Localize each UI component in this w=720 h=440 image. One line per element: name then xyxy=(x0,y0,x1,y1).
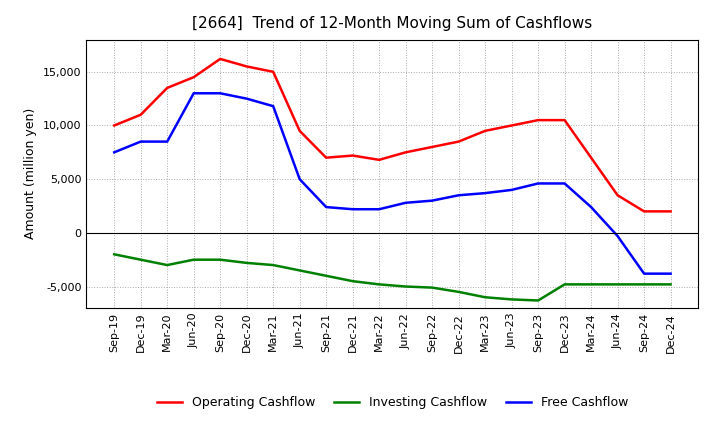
Free Cashflow xyxy=(269,103,277,109)
Free Cashflow xyxy=(508,187,516,193)
Line: Operating Cashflow: Operating Cashflow xyxy=(114,59,670,211)
Operating Cashflow xyxy=(269,69,277,74)
Free Cashflow xyxy=(295,176,304,182)
Operating Cashflow xyxy=(136,112,145,117)
Operating Cashflow xyxy=(560,117,569,123)
Operating Cashflow xyxy=(375,157,384,162)
Free Cashflow xyxy=(348,207,357,212)
Operating Cashflow xyxy=(428,144,436,150)
Operating Cashflow xyxy=(243,64,251,69)
Legend: Operating Cashflow, Investing Cashflow, Free Cashflow: Operating Cashflow, Investing Cashflow, … xyxy=(152,392,633,414)
Free Cashflow xyxy=(163,139,171,144)
Free Cashflow xyxy=(136,139,145,144)
Free Cashflow xyxy=(454,193,463,198)
Investing Cashflow xyxy=(508,297,516,302)
Investing Cashflow xyxy=(189,257,198,262)
Free Cashflow xyxy=(428,198,436,203)
Operating Cashflow xyxy=(534,117,542,123)
Investing Cashflow xyxy=(163,262,171,268)
Operating Cashflow xyxy=(481,128,490,133)
Operating Cashflow xyxy=(587,155,595,160)
Operating Cashflow xyxy=(189,74,198,80)
Operating Cashflow xyxy=(666,209,675,214)
Free Cashflow xyxy=(560,181,569,186)
Line: Investing Cashflow: Investing Cashflow xyxy=(114,254,670,301)
Free Cashflow xyxy=(243,96,251,101)
Operating Cashflow xyxy=(454,139,463,144)
Free Cashflow xyxy=(216,91,225,96)
Investing Cashflow xyxy=(640,282,649,287)
Free Cashflow xyxy=(587,205,595,210)
Investing Cashflow xyxy=(295,268,304,273)
Investing Cashflow xyxy=(110,252,119,257)
Y-axis label: Amount (million yen): Amount (million yen) xyxy=(24,108,37,239)
Investing Cashflow xyxy=(560,282,569,287)
Investing Cashflow xyxy=(401,284,410,289)
Investing Cashflow xyxy=(375,282,384,287)
Free Cashflow xyxy=(322,205,330,210)
Free Cashflow xyxy=(481,191,490,196)
Investing Cashflow xyxy=(481,295,490,300)
Operating Cashflow xyxy=(401,150,410,155)
Operating Cashflow xyxy=(216,56,225,62)
Free Cashflow xyxy=(613,234,622,239)
Operating Cashflow xyxy=(640,209,649,214)
Free Cashflow xyxy=(640,271,649,276)
Free Cashflow xyxy=(534,181,542,186)
Operating Cashflow xyxy=(295,128,304,133)
Free Cashflow xyxy=(375,207,384,212)
Line: Free Cashflow: Free Cashflow xyxy=(114,93,670,274)
Operating Cashflow xyxy=(110,123,119,128)
Free Cashflow xyxy=(401,200,410,205)
Title: [2664]  Trend of 12-Month Moving Sum of Cashflows: [2664] Trend of 12-Month Moving Sum of C… xyxy=(192,16,593,32)
Investing Cashflow xyxy=(216,257,225,262)
Investing Cashflow xyxy=(243,260,251,266)
Operating Cashflow xyxy=(613,193,622,198)
Operating Cashflow xyxy=(348,153,357,158)
Investing Cashflow xyxy=(348,279,357,284)
Operating Cashflow xyxy=(163,85,171,91)
Free Cashflow xyxy=(110,150,119,155)
Operating Cashflow xyxy=(322,155,330,160)
Free Cashflow xyxy=(189,91,198,96)
Investing Cashflow xyxy=(666,282,675,287)
Investing Cashflow xyxy=(269,262,277,268)
Investing Cashflow xyxy=(613,282,622,287)
Investing Cashflow xyxy=(454,289,463,294)
Investing Cashflow xyxy=(136,257,145,262)
Free Cashflow xyxy=(666,271,675,276)
Investing Cashflow xyxy=(322,273,330,279)
Operating Cashflow xyxy=(508,123,516,128)
Investing Cashflow xyxy=(428,285,436,290)
Investing Cashflow xyxy=(587,282,595,287)
Investing Cashflow xyxy=(534,298,542,303)
